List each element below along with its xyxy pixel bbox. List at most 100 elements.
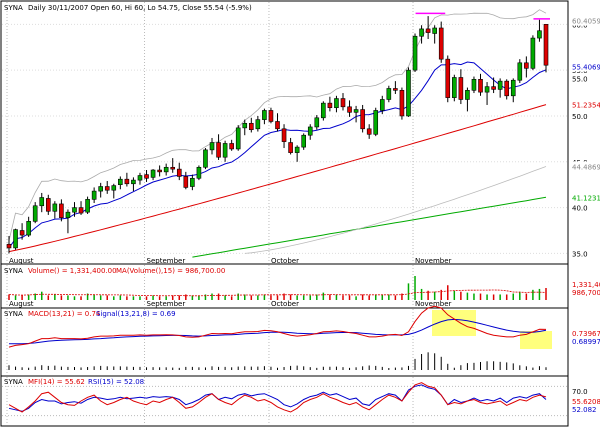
candle-body: [510, 79, 516, 97]
candle: [32, 202, 38, 224]
candle: [65, 209, 71, 234]
candle-body: [91, 190, 97, 200]
signal-legend: Signal(13,21,8) = 0.69: [96, 310, 176, 318]
candle-body: [209, 142, 215, 151]
candle: [307, 124, 313, 140]
candle-body: [65, 211, 71, 218]
candle-body: [524, 62, 529, 69]
candle-body: [334, 98, 339, 109]
candle: [438, 21, 444, 63]
month-label: November: [415, 257, 452, 265]
candle: [249, 117, 254, 133]
candle: [301, 133, 306, 150]
candle-body: [307, 126, 313, 136]
price-badge-bg: [569, 99, 599, 110]
candle: [379, 95, 385, 115]
candle-body: [190, 177, 195, 187]
candle-body: [288, 142, 293, 153]
candle: [26, 216, 31, 237]
candle-body: [458, 77, 464, 100]
candle: [118, 176, 123, 190]
candle: [465, 87, 470, 112]
candle-body: [366, 128, 372, 135]
candle: [131, 177, 136, 192]
price-badge-bg: [569, 61, 599, 72]
candle: [91, 187, 97, 204]
candle-body: [163, 166, 169, 173]
candle-body: [393, 88, 398, 91]
month-label: August: [9, 257, 34, 265]
candle: [78, 201, 84, 215]
candle: [45, 194, 51, 215]
candle-body: [118, 178, 123, 185]
macd-badge: 0.739672: [572, 330, 600, 338]
macd-panel-frame: [0, 307, 569, 377]
mfi-ticker: SYNA: [4, 378, 23, 386]
candle-body: [78, 207, 84, 214]
candle-body: [412, 35, 418, 71]
candle: [85, 196, 90, 215]
candle-body: [425, 28, 431, 33]
candle-body: [530, 37, 536, 69]
candle-body: [235, 127, 241, 150]
candle-body: [13, 229, 18, 249]
candle: [288, 137, 293, 155]
rsi-line: [8, 384, 547, 412]
candle-body: [144, 174, 149, 179]
candle: [19, 223, 25, 240]
candle: [504, 79, 510, 100]
candle-body: [471, 79, 477, 91]
macd-ticker: SYNA: [4, 310, 23, 318]
candle: [229, 139, 234, 151]
candle: [294, 145, 300, 162]
candle: [111, 183, 117, 199]
candle-body: [484, 86, 490, 93]
candle: [393, 81, 398, 94]
candle-body: [176, 168, 182, 177]
candle-body: [203, 149, 208, 168]
macd-badge: 0.689974: [572, 338, 600, 346]
volume-badge: 1,331,400: [572, 281, 600, 289]
volume-panel-frame: [0, 263, 569, 309]
candle: [347, 100, 352, 117]
price-badge-label: 60.4059: [572, 18, 600, 26]
candle-body: [294, 146, 300, 153]
volume-legend: Volume() = 1,331,400.00: [28, 267, 117, 275]
candle-body: [275, 121, 280, 130]
candle-body: [314, 117, 320, 128]
candle-body: [321, 102, 326, 119]
mfi-line: [8, 382, 547, 413]
rsi-legend: RSI(15) = 52.08: [88, 378, 144, 386]
macd-line: [8, 305, 547, 348]
candle-body: [301, 134, 306, 148]
candle-body: [229, 143, 234, 150]
candle-body: [249, 122, 254, 131]
candle-body: [478, 79, 483, 93]
candle-body: [537, 30, 542, 39]
month-label: September: [147, 257, 186, 265]
price-axis: 60.055.050.045.040.035.0AugustAugustSept…: [9, 15, 600, 308]
candle-body: [72, 207, 77, 213]
candle: [170, 158, 176, 173]
price-badge-bg: [569, 161, 599, 172]
mfi-level-label: 70.0: [572, 388, 588, 396]
month-label-volume: October: [271, 300, 299, 308]
candle: [517, 59, 523, 83]
candle-body: [438, 27, 444, 60]
candle-body: [386, 88, 392, 100]
price-badge-label: 55.0: [572, 75, 588, 83]
candle: [190, 174, 195, 191]
candle: [458, 69, 464, 105]
candle-body: [497, 80, 503, 90]
candle: [242, 119, 248, 136]
candle-body: [268, 110, 274, 122]
volume-ma-legend: MA(Volume(),15) = 986,700.00: [116, 267, 225, 275]
candle: [432, 25, 437, 44]
candle-body: [131, 179, 136, 185]
candle: [340, 93, 346, 111]
candle: [222, 140, 228, 162]
candle-body: [26, 221, 31, 236]
mfi-badge: 55.6208: [572, 398, 600, 406]
